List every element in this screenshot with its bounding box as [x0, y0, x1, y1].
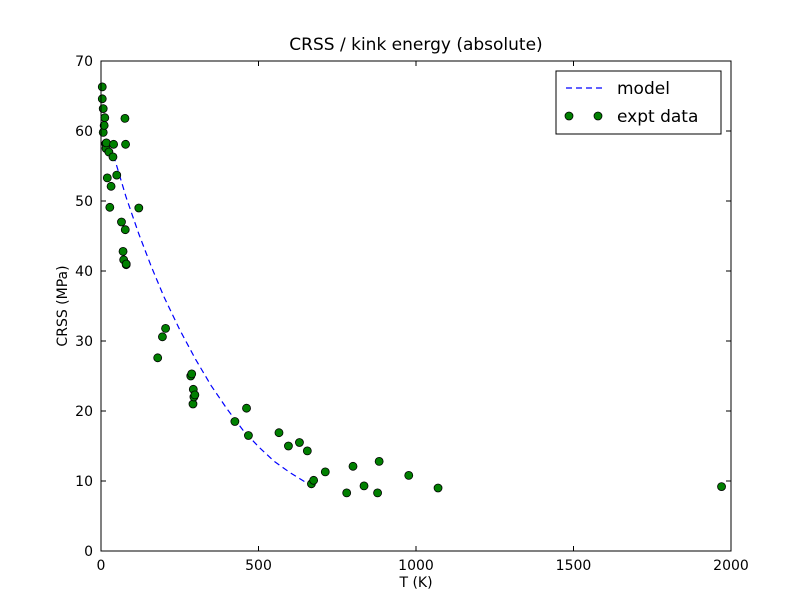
- y-tick-label: 0: [84, 544, 93, 560]
- y-tick-label: 40: [75, 264, 93, 280]
- expt-data-point: [118, 246, 128, 256]
- y-tick-label: 20: [75, 404, 93, 420]
- expt-data-point: [121, 259, 131, 269]
- expt-data-point: [342, 488, 352, 498]
- expt-data-point: [153, 353, 163, 363]
- expt-data-point: [158, 332, 167, 342]
- expt-data-point: [106, 181, 116, 191]
- x-tick-label: 0: [97, 558, 106, 574]
- expt-data-point: [359, 481, 369, 491]
- legend-box: [555, 70, 722, 135]
- y-axis-label: CRSS (MPa): [55, 265, 71, 346]
- expt-data-point: [102, 173, 112, 183]
- expt-data-point: [230, 417, 240, 426]
- expt-data-point: [190, 390, 200, 400]
- expt-data-point: [348, 461, 358, 471]
- expt-data-point: [117, 217, 126, 227]
- legend-model-label: model: [617, 79, 670, 99]
- expt-data-point: [404, 470, 414, 480]
- legend: model expt data: [555, 70, 722, 135]
- chart-title: CRSS / kink energy (absolute): [289, 35, 542, 55]
- expt-data-point: [320, 467, 330, 477]
- y-tick-label: 70: [75, 54, 93, 70]
- expt-data-point: [108, 152, 118, 162]
- expt-data-point: [98, 104, 108, 113]
- y-tick-label: 60: [75, 124, 93, 140]
- x-tick-label: 1000: [398, 558, 434, 574]
- expt-data-point: [433, 483, 443, 493]
- expt-data-point: [187, 369, 197, 379]
- expt-data-point: [309, 475, 319, 485]
- y-tick-label: 30: [75, 334, 93, 350]
- expt-data-point: [244, 431, 253, 440]
- expt-data-point: [242, 403, 251, 413]
- plot-frame: [100, 60, 732, 552]
- expt-data-point: [112, 170, 122, 180]
- x-tick-label: 500: [245, 558, 272, 574]
- expt-data-point: [295, 438, 304, 447]
- expt-data-point: [302, 446, 312, 456]
- x-tick-label: 1500: [556, 558, 592, 574]
- y-tick-label: 50: [75, 194, 93, 210]
- expt-data-point: [284, 441, 293, 451]
- axis-ticks: 0 500 1000 1500 2000 0 10 20 30 40 50 60 70: [75, 54, 749, 574]
- expt-data-point: [373, 488, 382, 498]
- y-tick-label: 10: [75, 474, 93, 490]
- legend-expt-marker: [593, 111, 603, 121]
- expt-data-point: [100, 113, 110, 123]
- legend-expt-label: expt data: [617, 107, 698, 127]
- expt-data-point: [120, 225, 130, 235]
- expt-data-point: [101, 138, 111, 148]
- expt-data-point: [97, 82, 107, 92]
- expt-data-point: [120, 114, 130, 123]
- model-line: [113, 155, 307, 483]
- expt-data-point: [374, 456, 384, 466]
- expt-data-point: [109, 139, 118, 149]
- expt-data-point: [105, 202, 115, 212]
- x-tick-label: 2000: [713, 558, 749, 574]
- expt-data-point: [121, 139, 130, 149]
- expt-data-point: [717, 482, 726, 492]
- expt-data-point: [97, 94, 107, 104]
- plot-area: [97, 82, 726, 498]
- x-axis-label: T (K): [398, 575, 432, 591]
- legend-expt-marker: [564, 111, 574, 121]
- expt-data-point: [274, 428, 284, 438]
- expt-data-point: [134, 203, 144, 213]
- expt-data-point: [161, 323, 170, 333]
